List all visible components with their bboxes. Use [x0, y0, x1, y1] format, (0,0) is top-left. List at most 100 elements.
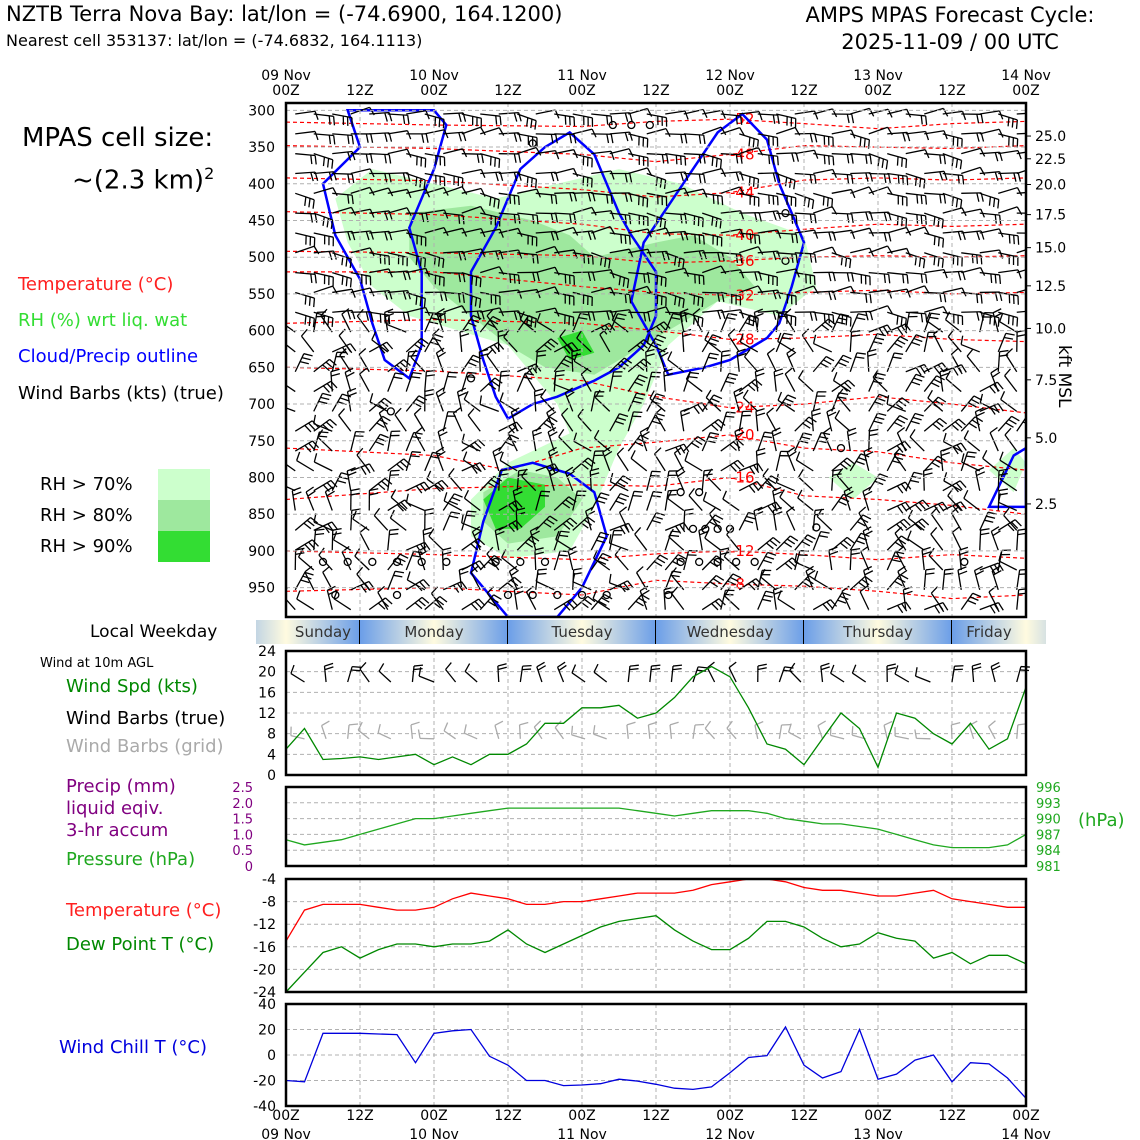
wind-barb-shaft	[424, 252, 444, 260]
wind-barb-flag	[958, 418, 966, 426]
wind-barb	[944, 311, 962, 333]
wind-barb	[887, 172, 909, 186]
wind-barb-flag	[877, 157, 880, 167]
wind-barb-flag	[661, 154, 665, 164]
wind-barb-flag	[314, 274, 317, 284]
wind-barb-shaft	[406, 153, 426, 160]
wind-barb	[998, 113, 1019, 129]
wind-barb-flag	[434, 116, 437, 127]
wind-barb-flag	[828, 272, 832, 282]
wind-barb-flag	[771, 427, 781, 433]
wind-barb-shaft	[778, 666, 786, 683]
wind-barb-flag	[619, 413, 629, 417]
wind-barb-shaft	[350, 208, 371, 214]
wind-barb-shaft	[602, 451, 611, 472]
wind-barb	[609, 309, 634, 319]
wind-barb-shaft	[459, 331, 463, 352]
wind-barb-flag	[543, 422, 552, 429]
wind-barb-shaft	[313, 393, 324, 412]
wind-barb-flag	[814, 311, 818, 321]
wind-barb-shaft	[590, 532, 602, 551]
wind-barb	[573, 352, 592, 373]
wind-barb-shaft	[776, 192, 796, 199]
wind-barb-shaft	[296, 459, 315, 472]
wind-barb-shaft	[371, 339, 389, 353]
wind-barb-flag	[477, 538, 486, 546]
wind-barb-shaft	[739, 462, 759, 472]
wind-barb	[905, 271, 928, 284]
wind-barb-shaft	[610, 481, 629, 492]
wind-barb-flag	[984, 519, 994, 523]
wind-barb-shaft	[609, 475, 624, 492]
wind-barb	[757, 192, 779, 206]
wind-barb-flag	[375, 441, 384, 446]
wind-barb	[413, 407, 426, 432]
kft-tick-label: 15.0	[1035, 241, 1066, 257]
wind-barb	[979, 271, 1002, 284]
wind-barb-flag	[654, 338, 664, 343]
wind-barb-flag	[902, 132, 906, 142]
wind-barb-flag	[916, 194, 919, 204]
wind-barb	[720, 372, 738, 392]
wind-barb	[313, 392, 332, 412]
wind-barb-shaft	[831, 252, 851, 260]
wind-barb-shaft	[794, 229, 815, 234]
wind-barb-shaft	[776, 252, 797, 255]
wind-barb-flag	[617, 363, 626, 370]
wind-barb-flag	[736, 348, 746, 353]
wind-barb-shaft	[536, 666, 543, 683]
wind-barb-flag	[651, 664, 661, 667]
wind-barb	[387, 130, 412, 140]
wind-barb-shaft	[519, 666, 524, 683]
wind-barb-shaft	[313, 171, 334, 175]
wind-barb-flag	[466, 376, 476, 379]
wind-barb-flag	[955, 482, 963, 491]
wind-barb-flag	[454, 493, 463, 498]
wind-barb	[692, 666, 708, 683]
wind-barb	[294, 516, 319, 531]
wind-barb-flag	[684, 156, 687, 166]
wind-barb-flag	[1013, 235, 1015, 245]
wind-barb-flag	[415, 398, 425, 404]
wind-barb-flag	[393, 376, 403, 380]
wind-barb-flag	[303, 353, 313, 357]
wind-barb-flag	[389, 474, 400, 476]
panel-frame	[284, 877, 1028, 994]
legend-rh90-swatch	[158, 531, 210, 562]
wind-barb-flag	[347, 151, 352, 161]
wind-barb-flag	[963, 430, 969, 439]
wind-barb	[561, 407, 574, 432]
wind-barb-flag	[570, 598, 578, 607]
wind-barb-shaft	[979, 128, 1000, 135]
wind-barb	[553, 598, 578, 611]
wind-barb-flag	[864, 570, 874, 576]
wind-barb-flag	[513, 132, 518, 142]
wind-barb-flag	[701, 318, 704, 328]
wind-barb	[757, 229, 782, 239]
wind-barb-flag	[356, 566, 364, 575]
wind-barb-flag	[422, 579, 430, 587]
forecast-cycle-date: 2025-11-09 / 00 UTC	[841, 30, 1059, 54]
wind-barb-shaft	[609, 357, 625, 373]
wind-barb-flag	[304, 196, 307, 206]
wind-barb-shaft	[323, 666, 327, 683]
wind-barb-flag	[497, 666, 507, 671]
wind-barb-shaft	[998, 269, 1019, 274]
wind-barb	[498, 212, 521, 224]
wind-barb-flag	[747, 384, 756, 392]
wind-barb-flag	[969, 720, 978, 727]
wind-barb-shaft	[295, 271, 316, 275]
wind-barb-flag	[566, 470, 575, 477]
wind-barb-flag	[424, 389, 434, 393]
wind-barb-flag	[811, 199, 815, 210]
wind-barb-shaft	[868, 271, 889, 275]
wind-barb-flag	[328, 135, 332, 145]
wind-barb-flag	[720, 126, 727, 136]
wind-barb	[352, 510, 370, 531]
wind-barb-flag	[478, 298, 482, 308]
wind-barb-shaft	[387, 372, 396, 392]
wind-barb-flag	[726, 720, 733, 729]
wind-barb-flag	[688, 487, 695, 496]
wind-barb-shaft	[480, 113, 501, 117]
wind-barb-flag	[563, 358, 573, 364]
